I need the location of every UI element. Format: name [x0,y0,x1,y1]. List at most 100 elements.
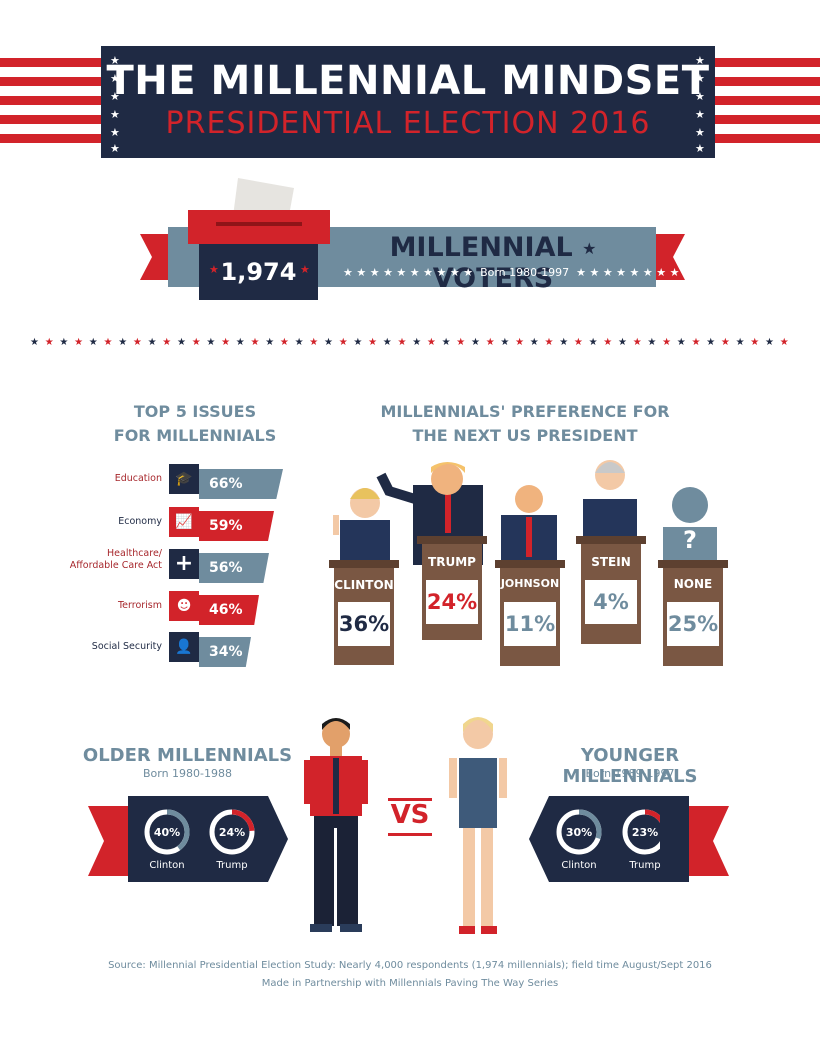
growth-chart-icon: 📈 [169,507,199,537]
none-silhouette: ? [663,487,717,565]
voters-subtitle: ★ ★ ★ ★ ★ ★ ★ ★ ★ ★ Born 1980-1997 ★ ★ ★… [343,266,707,279]
issue-value: 59% [199,511,274,541]
divider-star: ★ [324,337,333,348]
clinton-figure [333,488,390,565]
voter-count-box [199,244,318,300]
divider-star: ★ [485,337,495,348]
issues-title: TOP 5 ISSUES FOR MILLENNIALS [113,402,277,445]
divider-star: ★ [618,337,627,348]
younger-trump-value: 23% [631,826,659,839]
candidate-name: TRUMP [428,555,476,569]
johnson-figure [501,485,557,565]
star-icon: ★ [582,239,597,258]
divider-star: ★ [676,337,686,348]
voter-count: 1,974 [220,258,297,286]
candidate-figures: ? [333,460,717,565]
candidate-percent: 4% [585,580,637,624]
divider-star: ★ [588,337,598,348]
older-millennial-figure [304,718,368,932]
divider-star: ★ [88,337,98,348]
issue-value: 34% [199,637,251,667]
star-divider: ★ ★ ★ ★ ★ ★ ★ ★ ★ ★ ★ ★ ★ ★ ★ ★ ★ ★ ★ ★ ★ ★ ★ ★ ★ ★ ★ ★ ★ ★ ★ ★ ★ ★ ★ ★ ★ ★ ★ ★… [30,337,790,351]
issue-label: Education [114,473,162,484]
divider-star: ★ [191,337,201,348]
younger-title: YOUNGER MILLENNIALS [562,745,698,787]
divider-star: ★ [265,337,275,348]
issue-label: Social Security [91,641,162,652]
younger-subtitle: Born 1989-1997 [585,767,675,780]
candidate-percent: 24% [426,580,478,624]
divider-star: ★ [118,337,128,348]
candidate-percent: 25% [667,602,719,646]
divider-star: ★ [177,337,186,348]
older-clinton-value: 40% [153,826,181,839]
divider-star: ★ [515,337,525,348]
divider-star: ★ [103,337,113,348]
divider-star: ★ [662,337,672,348]
divider-star: ★ [235,337,245,348]
page-title: THE MILLENNIAL MINDSET [106,58,710,104]
divider-star: ★ [779,337,789,348]
page-subtitle: PRESIDENTIAL ELECTION 2016 [165,106,651,141]
divider-star: ★ [456,337,466,348]
vs-label: VS [390,800,430,830]
divider-star: ★ [368,337,378,348]
divider-star: ★ [559,337,569,348]
divider-star: ★ [30,337,39,348]
footer-partnership: Made in Partnership with Millennials Pav… [261,978,559,989]
divider-star: ★ [471,337,480,348]
divider-star: ★ [250,337,260,348]
footer-source: Source: Millennial Presidential Election… [108,960,712,971]
voters-ribbon [140,234,685,280]
divider-star: ★ [720,337,730,348]
divider-star: ★ [544,337,554,348]
divider-star: ★ [706,337,716,348]
issue-value: 46% [199,595,259,625]
ballot-box-icon [188,178,330,244]
candidate-percent: 36% [338,602,390,646]
divider-star: ★ [603,337,613,348]
older-trump-ring [209,809,255,855]
issue-label: Terrorism [117,600,162,611]
older-clinton-label: Clinton [149,860,185,871]
star-icon: ★ [300,263,310,276]
divider-star: ★ [735,337,745,348]
divider-star: ★ [441,337,451,348]
divider-star: ★ [529,337,539,348]
divider-star: ★ [647,337,657,348]
younger-trump-ring [622,809,660,855]
issue-label: Healthcare/Affordable Care Act [69,548,162,571]
vs-rule [388,833,432,836]
divider-star: ★ [412,337,422,348]
issue-value: 66% [199,469,283,499]
medical-cross-icon: + [169,549,199,579]
older-trump-value: 24% [218,826,246,839]
preference-title: MILLENNIALS' PREFERENCE FOR THE NEXT US … [380,402,670,445]
divider-star: ★ [309,337,319,348]
older-trump-label: Trump [216,860,248,871]
divider-star: ★ [221,337,231,348]
issue-label: Economy [118,516,162,527]
divider-star: ★ [162,337,172,348]
candidate-name: JOHNSON [500,577,560,590]
younger-clinton-ring [556,809,602,855]
younger-millennial-figure [449,717,507,934]
person-icon: 👤 [169,632,199,662]
divider-star: ★ [294,337,304,348]
divider-star: ★ [74,337,84,348]
issue-value: 56% [199,553,269,583]
divider-star: ★ [397,337,407,348]
generation-rings [144,809,660,855]
divider-star: ★ [765,337,774,348]
masked-face-icon: ☻ [169,591,199,621]
older-title: OLDER MILLENNIALS [82,745,293,766]
candidate-name: STEIN [591,555,631,569]
divider-star: ★ [147,337,157,348]
divider-star: ★ [59,337,69,348]
divider-star: ★ [353,337,363,348]
younger-trump-label: Trump [629,860,661,871]
divider-star: ★ [500,337,510,348]
divider-star: ★ [206,337,216,348]
divider-star: ★ [691,337,701,348]
older-clinton-ring [144,809,190,855]
